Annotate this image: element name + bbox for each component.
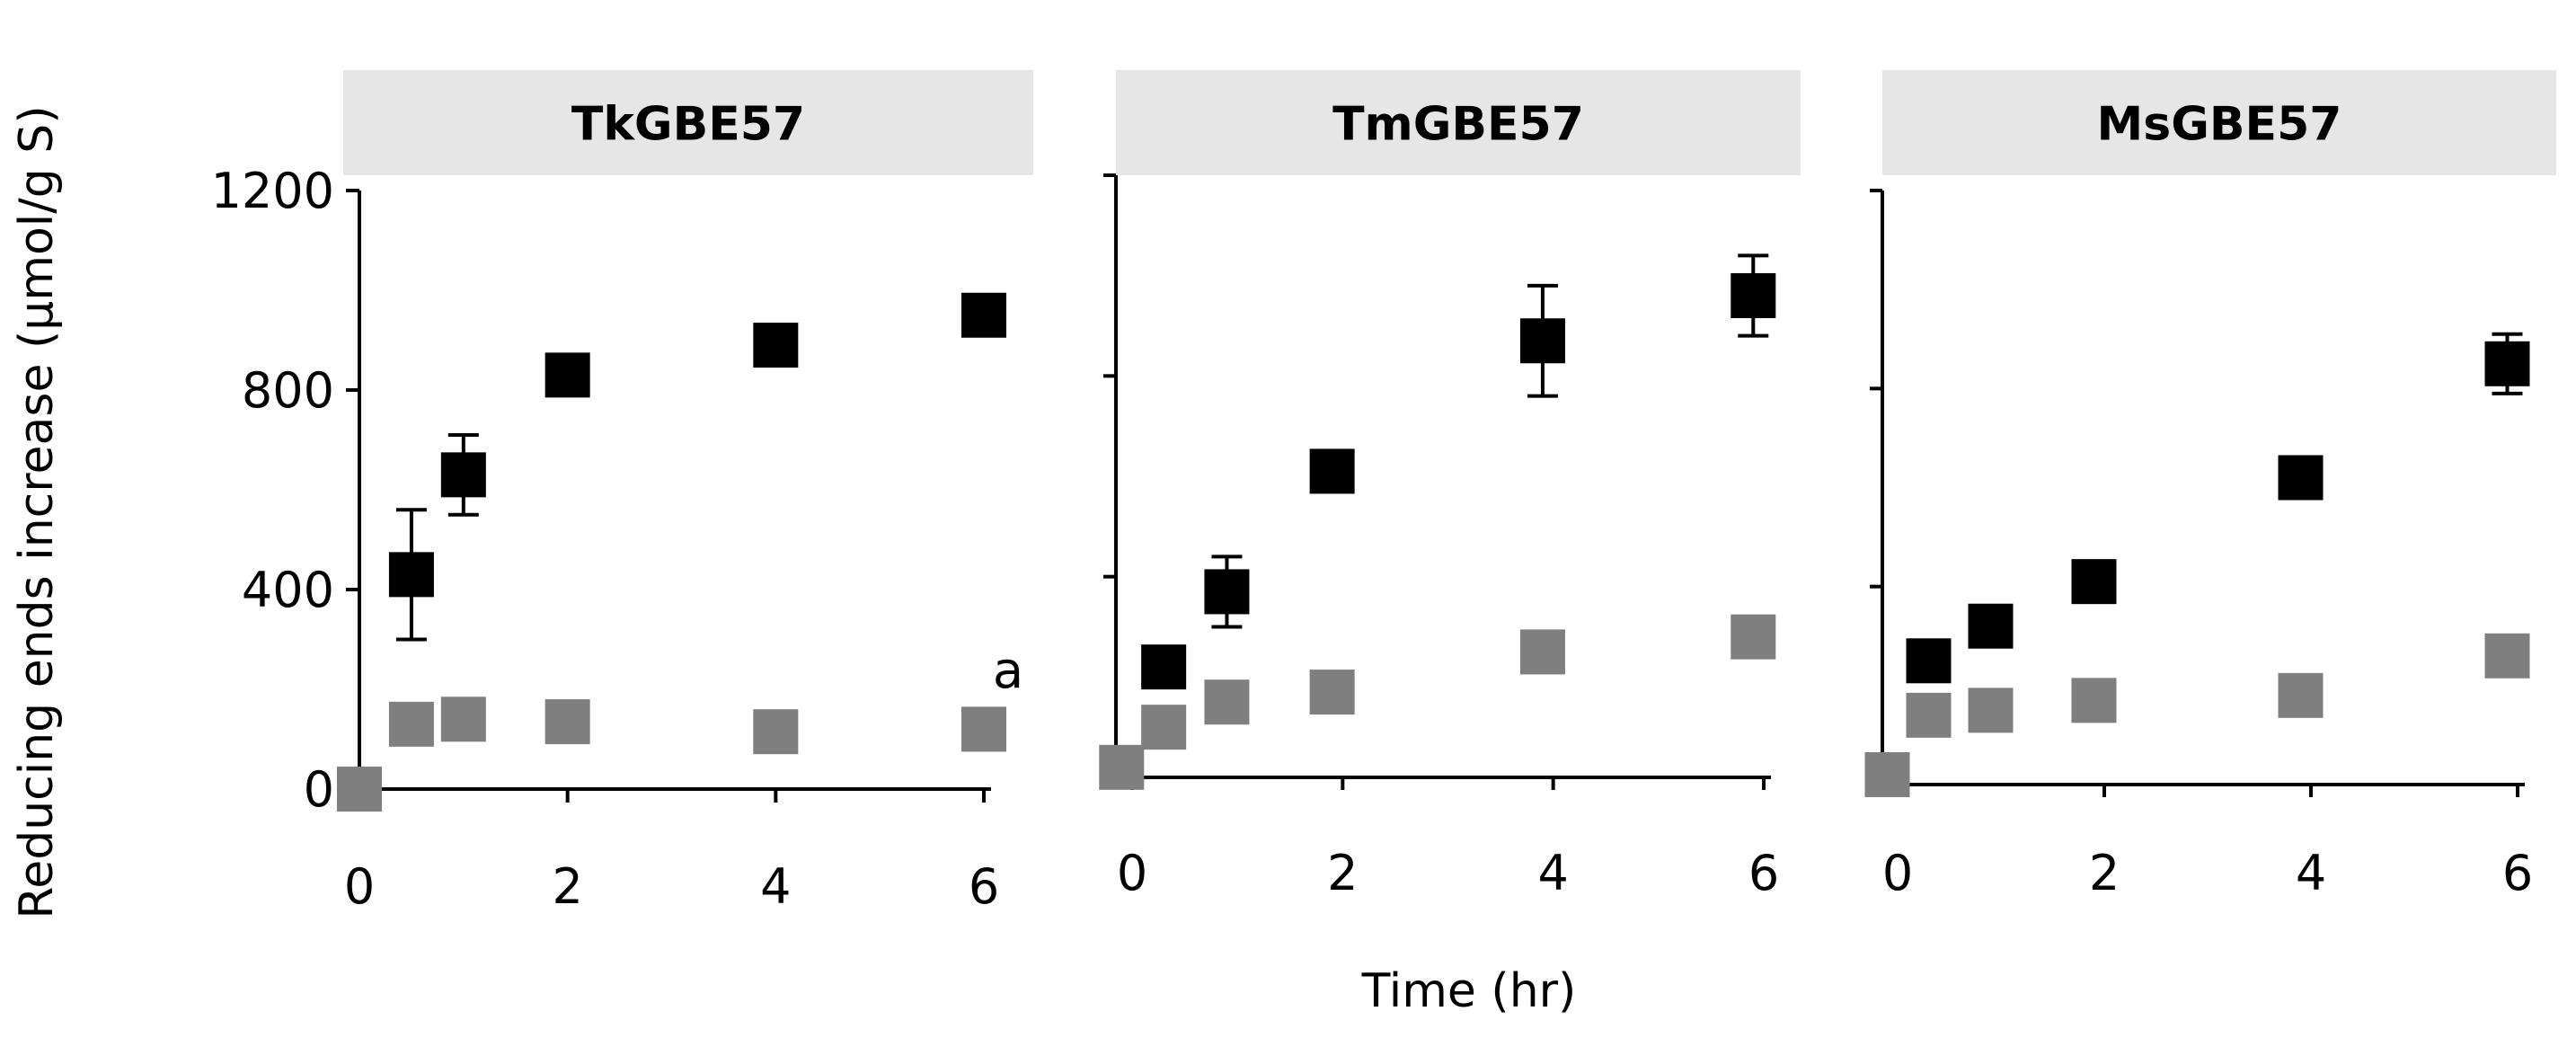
x-tick-label: 4 — [1537, 845, 1568, 901]
x-tick-label: 6 — [969, 858, 999, 915]
data-point-enzyme — [1309, 448, 1355, 494]
data-point-control — [1519, 629, 1565, 675]
data-point-enzyme — [1141, 644, 1187, 690]
data-point-control — [961, 706, 1006, 752]
data-point-enzyme — [440, 452, 486, 498]
data-point-control — [753, 709, 799, 755]
panel-title: TkGBE57 — [571, 98, 805, 152]
data-point-control — [544, 699, 590, 745]
panel-title-strip — [343, 70, 1033, 175]
y-axis-label: Reducing ends increase (µmol/g S) — [10, 105, 64, 918]
x-tick-label: 2 — [552, 858, 582, 915]
data-point-control — [1731, 614, 1776, 660]
x-axis-label: Time (hr) — [1361, 964, 1577, 1018]
data-point-enzyme — [1906, 638, 1952, 684]
data-point-enzyme — [388, 552, 434, 598]
x-tick-label: 0 — [344, 858, 375, 915]
series-control — [337, 696, 1006, 812]
y-axis-label-group: Reducing ends increase (µmol/g S) — [10, 105, 64, 918]
x-tick-label: 6 — [2502, 845, 2533, 901]
series-control — [1864, 633, 2530, 797]
x-tick-label: 2 — [1327, 845, 1358, 901]
data-point-control — [2071, 678, 2117, 723]
x-tick-label: 2 — [2089, 845, 2120, 901]
series-enzyme — [1141, 253, 1776, 690]
panel-title-strip — [1882, 70, 2556, 175]
data-point-enzyme — [2071, 559, 2117, 605]
data-point-enzyme — [1968, 603, 2014, 649]
panel-TkGBE57: TkGBE57 0 400 800 1200 0 2 4 6 a — [211, 70, 1033, 915]
y-tick-label: 0 — [304, 761, 334, 818]
data-point-control — [1309, 670, 1355, 715]
data-point-enzyme — [2278, 455, 2324, 501]
x-tick-label: 4 — [2296, 845, 2326, 901]
data-point-control — [440, 696, 486, 742]
y-tick-label: 1200 — [211, 163, 334, 219]
data-point-enzyme — [2484, 341, 2530, 386]
data-point-enzyme — [1731, 273, 1776, 318]
data-point-control — [1864, 751, 1910, 797]
y-tick-label: 800 — [242, 362, 334, 419]
data-point-control — [1141, 705, 1187, 750]
data-point-control — [1204, 679, 1250, 725]
panel-title: TmGBE57 — [1332, 98, 1584, 152]
x-tick-label: 4 — [760, 858, 791, 915]
panel-title: MsGBE57 — [2097, 98, 2342, 152]
panel-MsGBE57: MsGBE57 0 2 4 6 — [1864, 70, 2556, 901]
panel-annotation: a — [993, 642, 1023, 700]
y-tick-label: 400 — [242, 562, 334, 618]
data-point-enzyme — [1519, 318, 1565, 364]
data-point-control — [337, 767, 382, 812]
data-point-enzyme — [961, 292, 1006, 338]
series-enzyme — [388, 292, 1006, 642]
data-point-enzyme — [753, 323, 799, 368]
x-tick-label: 0 — [1117, 845, 1147, 901]
panel-TmGBE57: TmGBE57 0 2 4 6 — [1099, 70, 1801, 901]
x-tick-label: 6 — [1748, 845, 1779, 901]
series-control — [1099, 614, 1776, 790]
panel-title-strip — [1116, 70, 1801, 175]
data-point-control — [1906, 692, 1952, 738]
x-tick-label: 0 — [1882, 845, 1913, 901]
data-point-control — [388, 701, 434, 747]
series-enzyme — [1906, 332, 2530, 684]
data-point-control — [2484, 633, 2530, 679]
data-point-control — [2278, 672, 2324, 718]
data-point-control — [1968, 688, 2014, 733]
data-point-enzyme — [1204, 569, 1250, 615]
data-point-enzyme — [544, 352, 590, 398]
data-point-control — [1099, 744, 1145, 790]
